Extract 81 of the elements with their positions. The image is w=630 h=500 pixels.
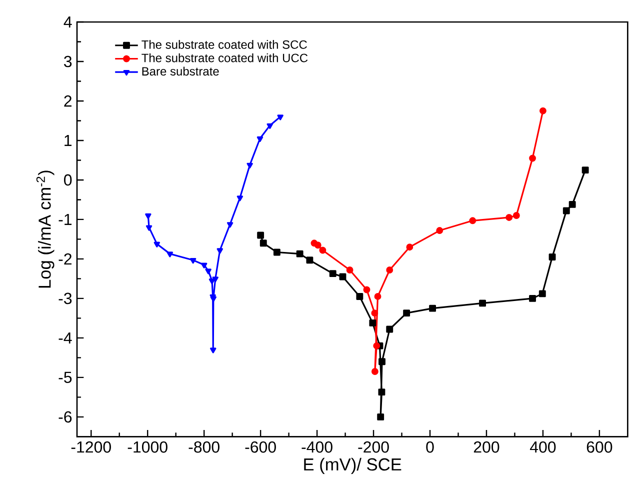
point [296, 250, 304, 258]
x-tick-label: -1000 [128, 441, 168, 453]
point [314, 242, 322, 249]
y-tick-label: -3 [58, 292, 72, 304]
point [479, 300, 486, 307]
y-tick-label: -4 [58, 332, 72, 344]
point [356, 293, 364, 300]
legend-label: Bare substrate [142, 66, 219, 76]
x-tick-label: -200 [358, 441, 389, 453]
point [429, 304, 436, 312]
point [386, 266, 394, 274]
x-tick-label: -800 [188, 441, 220, 453]
point [216, 248, 224, 254]
y-tick-label: -5 [58, 372, 72, 383]
point [538, 290, 546, 298]
point [212, 276, 218, 282]
point [371, 310, 378, 317]
point [369, 319, 376, 326]
point [377, 413, 384, 420]
y-axis-title: Log (i/mA cm$^{-2}$) [36, 170, 54, 288]
point [166, 252, 174, 258]
x-tick-label: 200 [474, 441, 500, 453]
y-tick-label: 2 [64, 95, 72, 107]
point [403, 310, 410, 317]
point [190, 258, 196, 264]
point [529, 154, 536, 162]
point [436, 227, 444, 234]
x-axis-title: E (mV)/ SCE [304, 458, 402, 474]
y-tick-label: -1 [58, 214, 72, 225]
point [374, 293, 382, 300]
point [371, 368, 378, 375]
point [145, 213, 152, 219]
point [346, 266, 354, 274]
point [260, 240, 267, 247]
point [339, 273, 346, 280]
point [257, 232, 264, 239]
legend-label: The substrate coated with SCC [142, 40, 307, 49]
point [226, 222, 234, 228]
x-tick-label: 600 [586, 441, 612, 453]
point [273, 248, 280, 256]
point [529, 294, 536, 302]
point [146, 225, 152, 231]
point [236, 196, 244, 202]
x-tick-label: 400 [530, 441, 556, 453]
x-tick-label: -400 [302, 441, 332, 453]
x-tick-label: -600 [245, 441, 276, 453]
point [306, 256, 314, 264]
point [246, 162, 253, 168]
point [277, 114, 284, 120]
point [329, 270, 336, 278]
point [205, 268, 212, 274]
point [512, 212, 520, 219]
point [378, 358, 386, 366]
point [568, 200, 576, 208]
legend-label: The substrate coated with UCC [142, 53, 308, 62]
y-tick-label: 1 [64, 134, 72, 146]
point [210, 348, 216, 354]
point [208, 278, 216, 284]
point [200, 262, 208, 268]
point [406, 244, 414, 251]
x-tick-label: -1200 [71, 441, 111, 453]
point [319, 246, 326, 254]
point [154, 242, 160, 248]
point [373, 342, 380, 350]
point [363, 286, 370, 294]
y-tick-label: 4 [64, 16, 72, 28]
point [539, 107, 546, 114]
y-tick-label: -2 [58, 253, 72, 265]
point [256, 136, 264, 142]
point [266, 123, 273, 129]
point [506, 214, 513, 221]
point [386, 326, 394, 333]
point [548, 254, 556, 260]
y-tick-label: 0 [64, 174, 72, 186]
x-tick-label: 0 [426, 441, 434, 453]
point [562, 207, 570, 214]
point [582, 166, 589, 174]
y-tick-label: -6 [58, 411, 72, 423]
point [378, 388, 386, 396]
y-tick-label: 3 [64, 56, 72, 68]
point [469, 217, 476, 224]
